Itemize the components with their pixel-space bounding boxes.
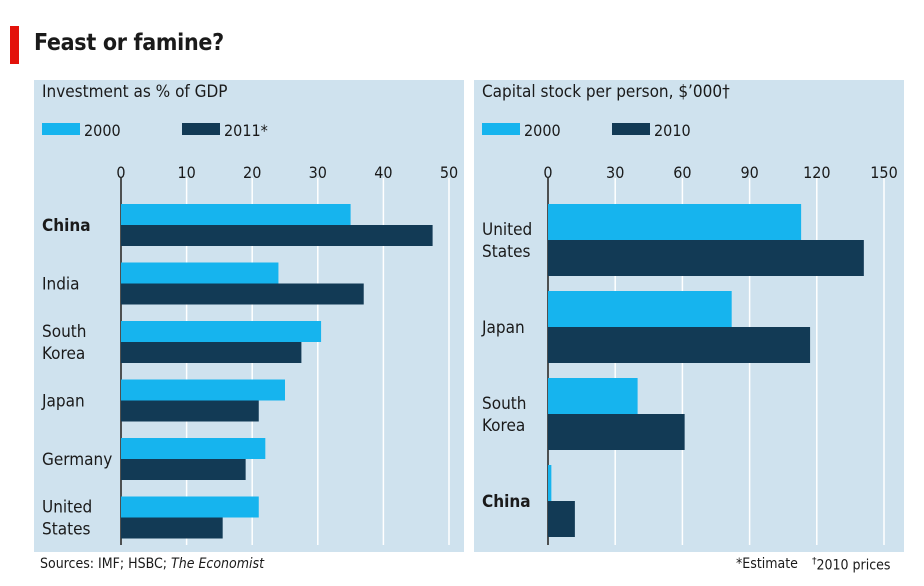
category-label-south-korea-line1: South: [42, 322, 86, 342]
tick-label-30: 30: [309, 163, 327, 182]
bar-south-korea-2000: [548, 378, 638, 414]
category-label-china: China: [42, 216, 91, 236]
legend-swatch-2011: [182, 123, 220, 135]
legend-swatch-2010: [612, 123, 650, 135]
legend-label-2010: 2010: [654, 121, 691, 140]
bar-united-states-2000: [548, 204, 802, 240]
investment-panel: 0 10 20 30 40 50 China India South Korea Japan Germ…: [34, 80, 464, 552]
prices-text: 2010 prices: [816, 557, 891, 574]
category-label-united-states-line1: United: [482, 220, 532, 240]
tick-label-90: 90: [740, 163, 758, 182]
capital-stock-chart-title: Capital stock per person, $’000†: [482, 82, 730, 102]
sources-text: Sources: IMF; HSBC;: [40, 556, 172, 572]
legend-item-2010: 2010: [612, 120, 691, 140]
bar-japan-2010: [548, 327, 811, 363]
bar-south-korea-2011: [121, 342, 302, 363]
bar-china-2000: [548, 465, 552, 501]
category-label-india: India: [42, 275, 80, 295]
bar-south-korea-2000: [121, 321, 322, 342]
legend-label-2000-right: 2000: [524, 121, 561, 140]
tick-label-30: 30: [606, 163, 624, 182]
red-tag: [10, 26, 19, 64]
legend-swatch-2000-right: [482, 123, 520, 135]
prices-footnote: †2010 prices: [812, 556, 890, 574]
tick-label-150: 150: [870, 163, 897, 182]
bar-united-states-2011: [121, 517, 223, 539]
capital-stock-panel: 0 30 60 90 120 150 United States Japan South Korea…: [474, 80, 904, 552]
bar-japan-2000: [548, 291, 732, 327]
bar-china-2011: [121, 225, 433, 246]
bar-japan-2011: [121, 400, 259, 422]
category-label-south-korea-line2: Korea: [482, 416, 525, 436]
bar-germany-2000: [121, 438, 266, 459]
category-label-united-states-line2: States: [482, 242, 530, 262]
estimate-footnote: *Estimate: [736, 556, 798, 572]
tick-label-50: 50: [440, 163, 458, 182]
bar-india-2011: [121, 283, 364, 305]
category-label-united-states-line2: States: [42, 520, 90, 540]
bar-china-2000: [121, 204, 351, 225]
bar-south-korea-2010: [548, 414, 685, 450]
dagger-mark: †: [812, 556, 817, 567]
bar-germany-2011: [121, 459, 246, 480]
category-label-united-states-line1: United: [42, 498, 92, 518]
category-label-germany: Germany: [42, 450, 112, 470]
chart-title: Feast or famine?: [34, 30, 224, 56]
category-label-china: China: [482, 492, 531, 512]
tick-label-40: 40: [374, 163, 392, 182]
bar-united-states-2010: [548, 240, 864, 276]
category-label-south-korea-line2: Korea: [42, 344, 85, 364]
bar-india-2000: [121, 262, 279, 284]
legend-label-2011: 2011*: [224, 121, 268, 140]
category-label-japan: Japan: [481, 318, 525, 338]
tick-label-0: 0: [543, 163, 552, 182]
sources-note: Sources: IMF; HSBC; The Economist: [40, 556, 264, 572]
bar-japan-2000: [121, 379, 285, 401]
legend-swatch-2000: [42, 123, 80, 135]
tick-label-120: 120: [803, 163, 830, 182]
tick-label-20: 20: [243, 163, 261, 182]
tick-label-10: 10: [177, 163, 195, 182]
legend-label-2000: 2000: [84, 121, 121, 140]
legend-item-2000: 2000: [42, 120, 121, 140]
category-label-japan: Japan: [41, 392, 85, 412]
legend-item-2011: 2011*: [182, 120, 268, 140]
legend-item-2000-right: 2000: [482, 120, 561, 140]
category-label-south-korea-line1: South: [482, 394, 526, 414]
tick-label-0: 0: [116, 163, 125, 182]
sources-publication: The Economist: [171, 556, 264, 572]
tick-label-60: 60: [673, 163, 691, 182]
bar-united-states-2000: [121, 496, 259, 518]
investment-chart-title: Investment as % of GDP: [42, 82, 228, 102]
bar-china-2010: [548, 501, 575, 537]
